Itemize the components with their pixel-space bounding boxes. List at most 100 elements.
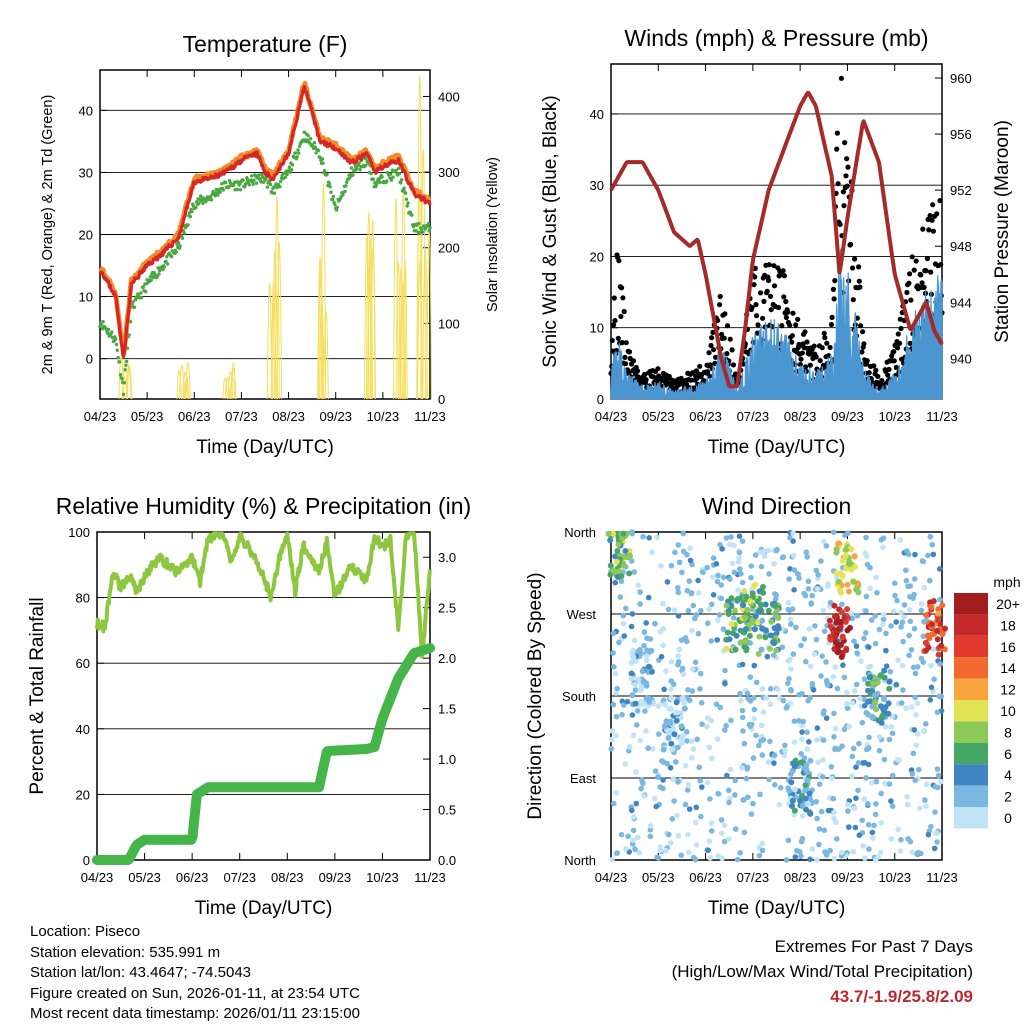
direction-point	[844, 627, 851, 634]
dewpoint-point	[279, 179, 283, 184]
direction-point	[791, 739, 798, 745]
gust-point	[893, 364, 899, 371]
gust-point	[717, 302, 723, 308]
panel-title: Wind Direction	[702, 493, 852, 519]
gust-point	[634, 368, 641, 374]
dewpoint-point	[345, 180, 349, 184]
dewpoint-point	[287, 165, 292, 169]
direction-point	[756, 633, 763, 640]
direction-point	[626, 744, 633, 750]
direction-point	[807, 856, 813, 863]
dewpoint-point	[218, 190, 222, 194]
x-tick-label: 09/23	[831, 870, 864, 885]
direction-point	[797, 797, 804, 804]
dewpoint-point	[283, 175, 288, 180]
direction-point	[911, 727, 918, 733]
gust-point	[885, 372, 891, 378]
direction-point	[682, 635, 689, 641]
direction-point	[787, 656, 793, 663]
dewpoint-point	[330, 197, 335, 202]
direction-point	[938, 642, 945, 649]
gust-point	[938, 262, 944, 268]
direction-point	[791, 807, 798, 814]
dewpoint-point	[265, 185, 270, 189]
x-axis-title: Time (Day/UTC)	[195, 898, 333, 919]
direction-point	[697, 686, 703, 692]
direction-point	[714, 637, 720, 643]
direction-point	[914, 664, 921, 670]
direction-point	[741, 740, 748, 747]
gust-point	[897, 340, 903, 346]
direction-point	[920, 633, 927, 640]
direction-point	[786, 675, 792, 682]
temperature-panel: 04/23 05/23 06/23 07/23 08/23 09/23 10/23 11/23…	[40, 31, 501, 458]
direction-point	[751, 626, 758, 632]
direction-point	[607, 537, 614, 544]
direction-point	[748, 563, 755, 569]
gust-point	[829, 314, 835, 320]
gust-point	[834, 130, 841, 136]
direction-point	[883, 663, 890, 669]
direction-point	[768, 618, 775, 625]
direction-point	[872, 613, 878, 619]
direction-point	[850, 578, 857, 585]
dewpoint-point	[380, 175, 384, 179]
direction-point	[872, 811, 879, 818]
y-tick-label: 30	[590, 178, 604, 193]
direction-point	[738, 639, 745, 646]
direction-point	[883, 647, 889, 654]
direction-point	[805, 698, 811, 704]
direction-point	[851, 553, 858, 560]
direction-point	[675, 779, 681, 785]
direction-point	[666, 831, 672, 838]
direction-point	[864, 553, 870, 559]
direction-point	[647, 823, 654, 829]
direction-point	[838, 589, 844, 596]
direction-point	[912, 670, 919, 677]
dewpoint-point	[257, 173, 261, 177]
dewpoint-point	[428, 226, 432, 230]
direction-point	[655, 855, 662, 861]
y-tick-label: 0	[83, 853, 90, 868]
direction-point	[751, 706, 758, 713]
gust-point	[842, 140, 848, 146]
direction-point	[889, 772, 896, 779]
direction-point	[771, 652, 777, 658]
direction-point	[635, 676, 642, 683]
direction-point	[881, 696, 887, 703]
direction-point	[728, 717, 734, 724]
direction-point	[873, 574, 879, 581]
direction-point	[886, 678, 893, 685]
y-tick-label: 0	[86, 352, 93, 367]
dewpoint-point	[306, 133, 310, 138]
direction-point	[810, 687, 817, 693]
direction-point	[664, 579, 671, 585]
dewpoint-point	[209, 194, 213, 199]
direction-point	[771, 561, 777, 567]
direction-point	[643, 695, 650, 702]
direction-point	[673, 699, 680, 706]
direction-point	[918, 601, 925, 607]
direction-point	[637, 601, 643, 607]
direction-point	[645, 663, 652, 670]
dewpoint-point	[333, 202, 337, 207]
direction-point	[869, 780, 875, 786]
direction-point	[835, 540, 842, 547]
direction-point	[629, 807, 635, 814]
direction-point	[714, 578, 721, 585]
gust-point	[706, 350, 712, 356]
direction-point	[755, 742, 762, 749]
direction-point	[675, 613, 682, 619]
direction-point	[678, 723, 685, 730]
direction-point	[688, 738, 695, 745]
direction-point	[620, 562, 627, 569]
gust-point	[891, 349, 897, 355]
gust-point	[897, 316, 903, 322]
dewpoint-point	[288, 170, 292, 174]
direction-point	[804, 729, 810, 735]
colorbar-label: 12	[1000, 682, 1016, 698]
x-tick-label: 07/23	[737, 870, 770, 885]
direction-point	[721, 838, 728, 845]
direction-point	[807, 757, 814, 764]
direction-point	[630, 814, 637, 820]
